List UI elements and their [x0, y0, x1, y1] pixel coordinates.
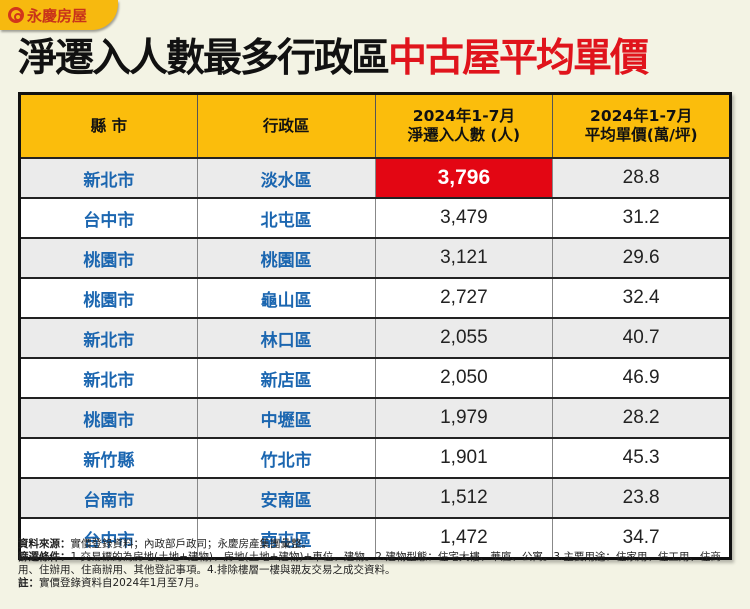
table-row: 新北市 林口區 2,055 40.7 — [19, 317, 731, 359]
cell-city: 台南市 — [19, 477, 198, 519]
note-remark: 註：實價登錄資料自2024年1月至7月。 — [18, 577, 206, 589]
cell-city: 新北市 — [19, 357, 198, 399]
cell-avg-price: 40.7 — [552, 317, 731, 359]
brand-name: 永慶房屋 — [27, 6, 88, 25]
title-black-part: 淨遷入人數最多行政區 — [18, 36, 390, 81]
note-source: 資料來源：實價登錄資料；內政部戶政司；永慶房產集團彙整。 — [18, 538, 312, 550]
table-row: 桃園市 中壢區 1,979 28.2 — [19, 397, 731, 439]
cell-avg-price: 32.4 — [552, 277, 731, 319]
note-filter: 篩選條件：1.交易標的為房地(土地+建物)、房地(土地+建物)+車位、建物。2.… — [18, 551, 721, 576]
cell-avg-price: 34.7 — [552, 517, 731, 559]
cell-district: 北屯區 — [196, 197, 376, 239]
page-title: 淨遷入人數最多行政區中古屋平均單價 — [18, 36, 738, 82]
cell-city: 台中市 — [19, 517, 198, 559]
cell-district: 桃園區 — [196, 237, 376, 279]
cell-district: 龜山區 — [196, 277, 376, 319]
header-net-inflow: 2024年1-7月 淨遷入人數 (人) — [374, 93, 554, 159]
cell-net-inflow-highlight: 3,796 — [374, 157, 554, 199]
cell-district: 新店區 — [196, 357, 376, 399]
cell-city: 新北市 — [19, 157, 198, 199]
cell-avg-price: 23.8 — [552, 477, 731, 519]
cell-city: 桃園市 — [19, 277, 198, 319]
cell-city: 桃園市 — [19, 397, 198, 439]
cell-net-inflow: 1,979 — [374, 397, 554, 439]
cell-net-inflow: 1,512 — [374, 477, 554, 519]
header-avg-price: 2024年1-7月 平均單價(萬/坪) — [552, 93, 731, 159]
header-district: 行政區 — [196, 93, 376, 159]
cell-net-inflow: 2,050 — [374, 357, 554, 399]
cell-district: 淡水區 — [196, 157, 376, 199]
brand-logo-tab: 永慶房屋 — [0, 0, 118, 30]
cell-avg-price: 29.6 — [552, 237, 731, 279]
cell-district: 安南區 — [196, 477, 376, 519]
cell-city: 桃園市 — [19, 237, 198, 279]
cell-net-inflow: 1,472 — [374, 517, 554, 559]
cell-district: 竹北市 — [196, 437, 376, 479]
table-row: 新竹縣 竹北市 1,901 45.3 — [19, 437, 731, 479]
cell-district: 中壢區 — [196, 397, 376, 439]
table-header-row: 縣 市 行政區 2024年1-7月 淨遷入人數 (人) 2024年1-7月 平均單價… — [19, 93, 731, 159]
table-row: 台中市 南屯區 1,472 34.7 — [19, 517, 731, 559]
cell-city: 新北市 — [19, 317, 198, 359]
title-red-part: 中古屋平均單價 — [388, 36, 649, 81]
cell-district: 林口區 — [196, 317, 376, 359]
table-row: 桃園市 龜山區 2,727 32.4 — [19, 277, 731, 319]
table-row: 新北市 淡水區 3,796 28.8 — [19, 157, 731, 199]
cell-avg-price: 28.2 — [552, 397, 731, 439]
cell-city: 新竹縣 — [19, 437, 198, 479]
cell-avg-price: 45.3 — [552, 437, 731, 479]
cell-net-inflow: 3,479 — [374, 197, 554, 239]
cell-net-inflow: 3,121 — [374, 237, 554, 279]
header-city: 縣 市 — [19, 93, 198, 159]
cell-district: 南屯區 — [196, 517, 376, 559]
footnotes: 資料來源：實價登錄資料；內政部戶政司；永慶房產集團彙整。 篩選條件：1.交易標的… — [18, 538, 738, 590]
table-row: 新北市 新店區 2,050 46.9 — [19, 357, 731, 399]
cell-net-inflow: 2,055 — [374, 317, 554, 359]
cell-avg-price: 31.2 — [552, 197, 731, 239]
yungching-logo-icon — [8, 7, 24, 23]
cell-net-inflow: 1,901 — [374, 437, 554, 479]
migration-price-table: 縣 市 行政區 2024年1-7月 淨遷入人數 (人) 2024年1-7月 平均單價… — [18, 92, 732, 560]
cell-net-inflow: 2,727 — [374, 277, 554, 319]
table-row: 台南市 安南區 1,512 23.8 — [19, 477, 731, 519]
cell-avg-price: 28.8 — [552, 157, 731, 199]
table-row: 桃園市 桃園區 3,121 29.6 — [19, 237, 731, 279]
table-row: 台中市 北屯區 3,479 31.2 — [19, 197, 731, 239]
cell-city: 台中市 — [19, 197, 198, 239]
cell-avg-price: 46.9 — [552, 357, 731, 399]
